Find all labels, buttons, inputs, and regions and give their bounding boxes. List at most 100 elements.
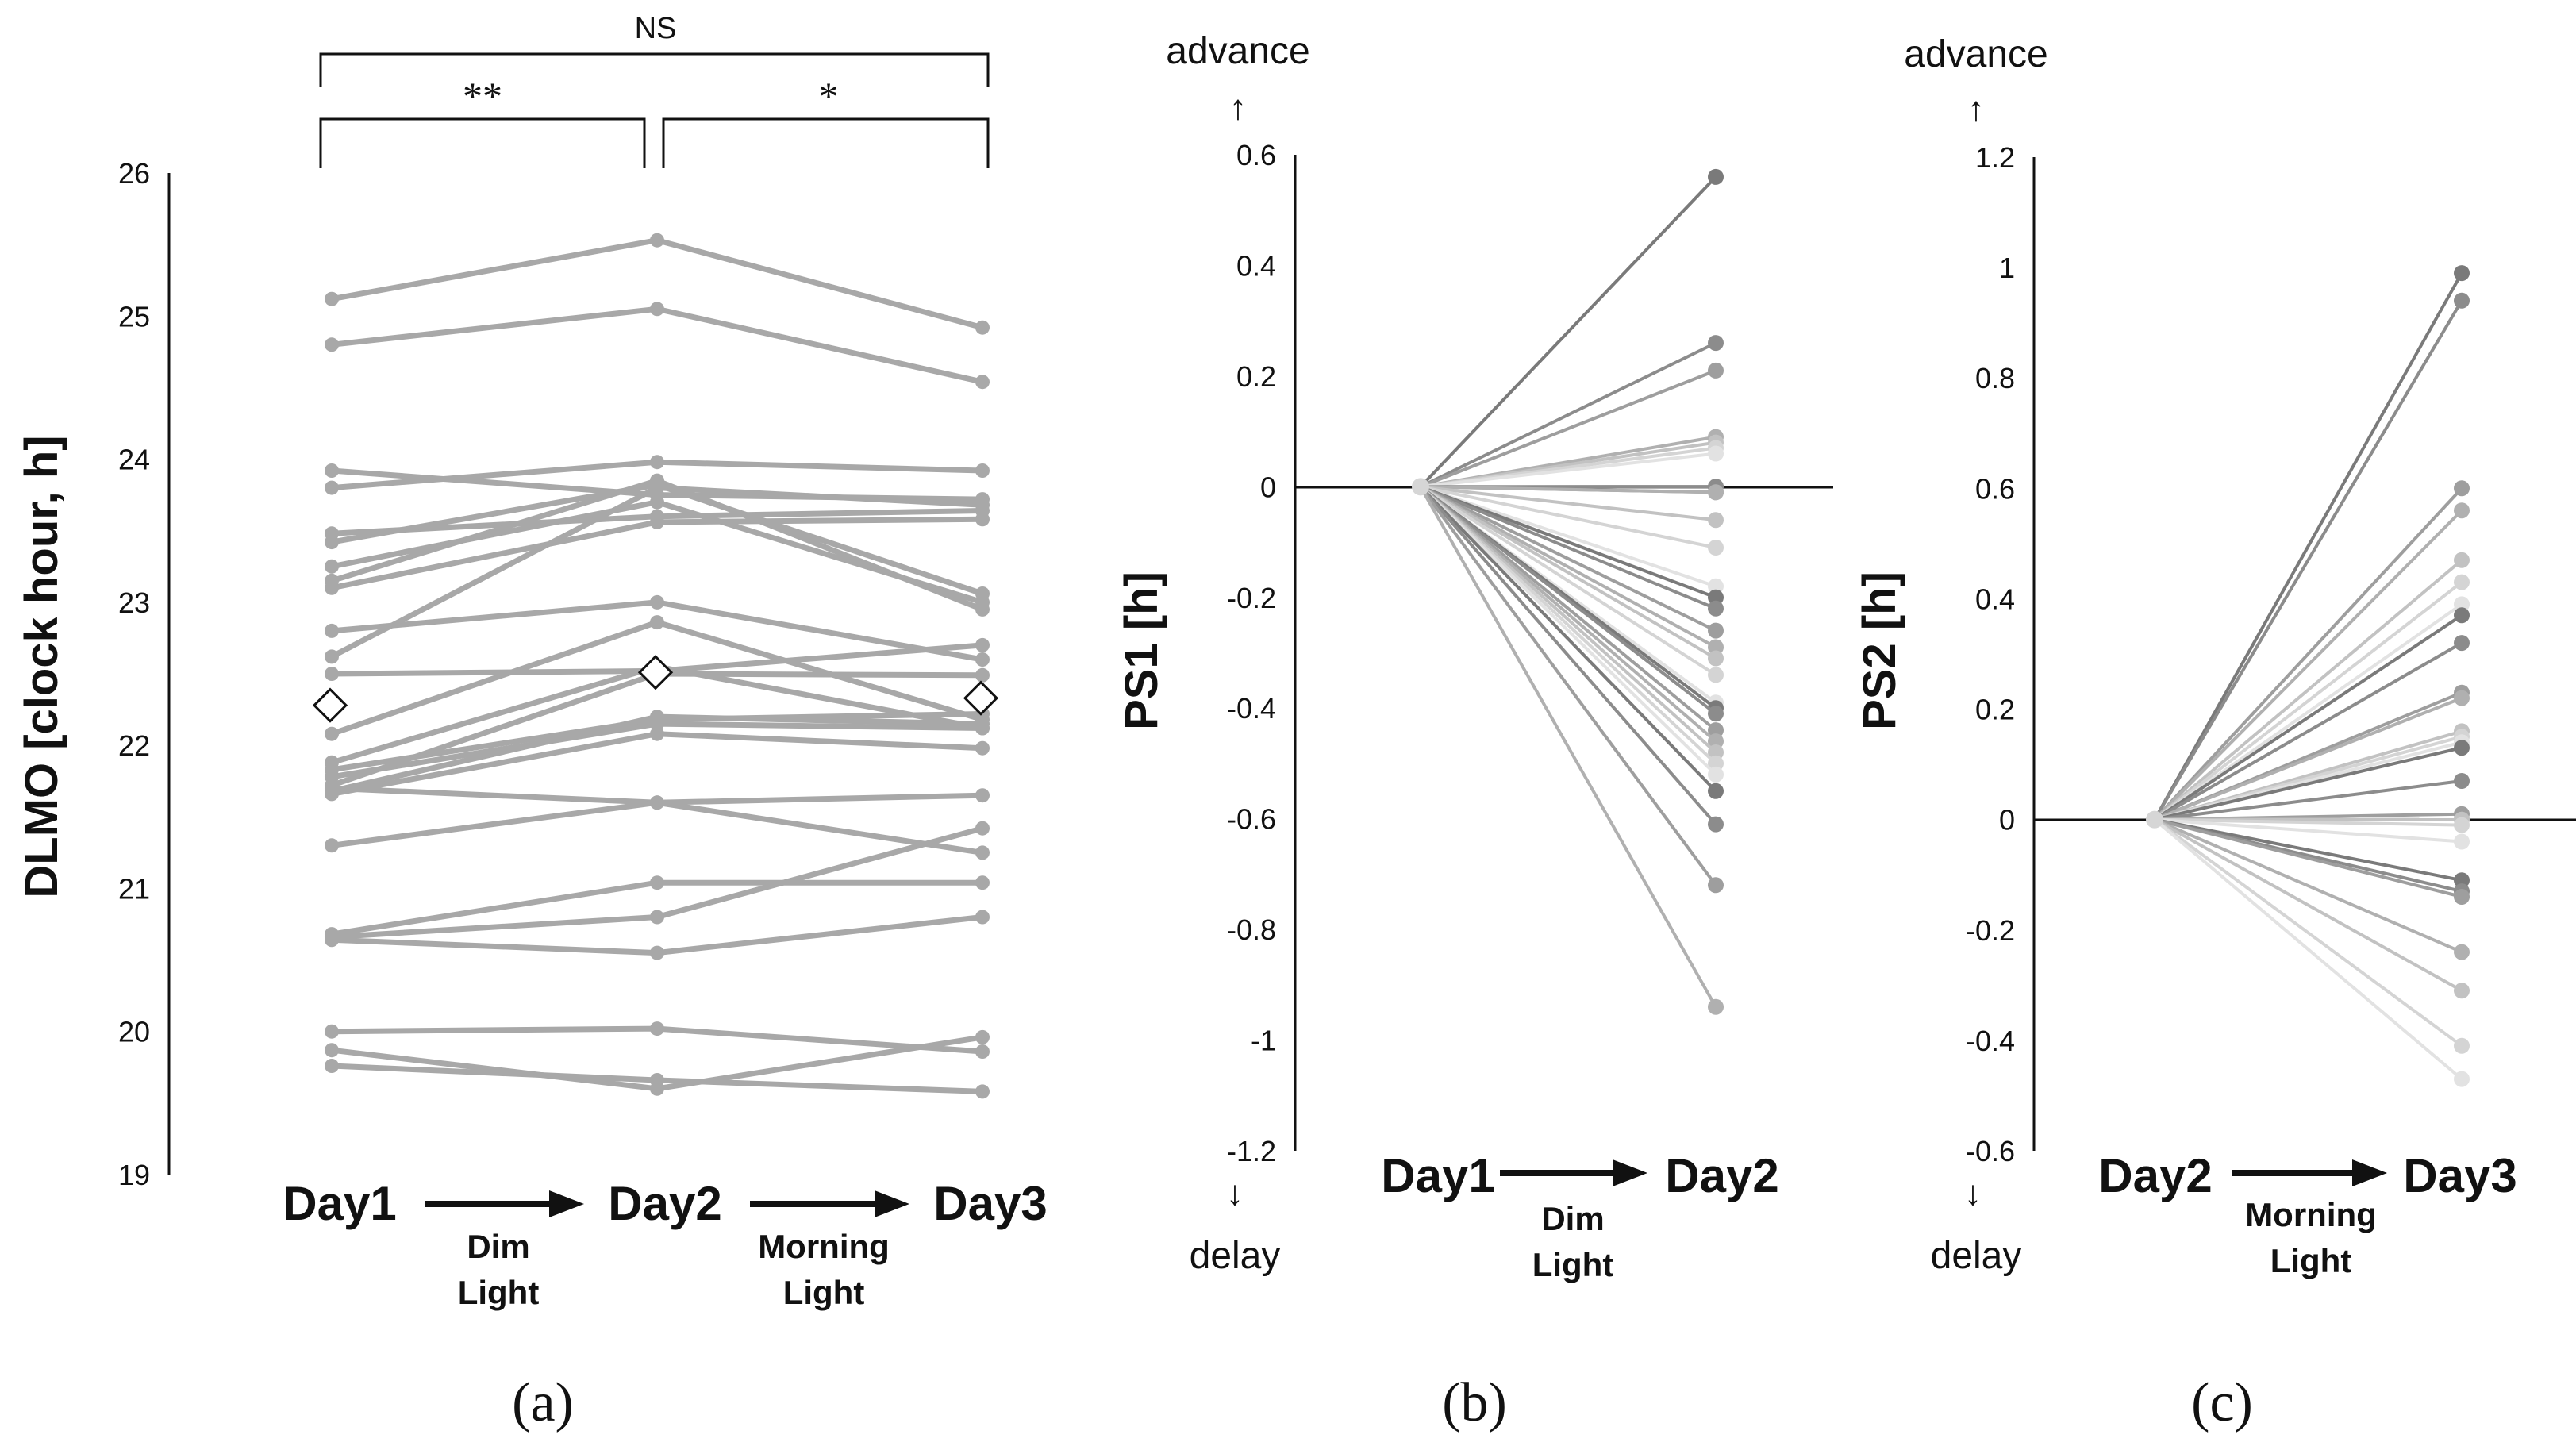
panel-a-data-point <box>325 1059 339 1073</box>
panel-b-subject-line <box>1419 485 1717 715</box>
panel-a-data-point <box>975 498 990 513</box>
panel-b-subject-line <box>1420 485 1717 522</box>
panel-c-subject-line <box>2154 779 2463 821</box>
panel-b-y-tick-label: 0.2 <box>1236 360 1276 393</box>
panel-c-y-ticks: -0.6 -0.4 -0.2 0 0.2 0.4 0.6 0.8 1 1.2 <box>1966 141 2015 1167</box>
panel-b-end-point <box>1708 335 1724 352</box>
panel-b-y-tick-label: 0.4 <box>1236 249 1276 282</box>
bracket-day2-day3 <box>662 117 990 168</box>
panel-c-subject-line <box>2153 272 2463 821</box>
panel-a-data-point <box>325 838 339 853</box>
panel-c-y-tick-label: 0.4 <box>1975 583 2015 615</box>
panel-a-data-point <box>975 1084 990 1099</box>
panel-b-end-point <box>1708 816 1724 833</box>
panel-a-data-point <box>975 821 990 836</box>
panel-a-y-tick-label: 21 <box>118 872 150 905</box>
panel-a-data-point <box>650 795 664 810</box>
panel-b-subject-line <box>1419 175 1717 488</box>
panel-a-data-point <box>325 1043 339 1058</box>
panel-a-significance-brackets <box>319 52 990 168</box>
panel-b-delay-label: delay <box>1190 1235 1281 1277</box>
panel-a-y-tick-label: 25 <box>118 300 150 333</box>
panel-c-y-tick-label: 0.8 <box>1975 362 2015 394</box>
panel-c-y-tick-label: -0.4 <box>1966 1025 2015 1057</box>
panel-b-end-point <box>1708 445 1724 462</box>
panel-b-y-tick-label: 0 <box>1260 471 1276 503</box>
panel-a-data-point <box>650 945 664 960</box>
panel-c-y-axis-label: PS2 [h] <box>1854 571 1905 730</box>
panel-b-y-tick-label: -0.8 <box>1227 913 1276 946</box>
panel-a-subject-line <box>331 306 983 385</box>
panel-b-end-point <box>1708 484 1724 501</box>
panel-c-subject-line <box>2153 818 2463 1081</box>
panel-a-transition-2-line-2: Light <box>783 1274 865 1311</box>
panel-b-subject-line <box>1420 485 1717 549</box>
panel-c-subject-line <box>2154 641 2463 821</box>
panel-c-subject-line <box>2154 817 2463 883</box>
panel-c-end-point <box>2454 983 2470 999</box>
panel-a-data-point <box>975 740 990 756</box>
panel-a-data-point <box>975 375 990 390</box>
panel-a-data-point <box>650 1021 664 1036</box>
panel-a-data-point <box>975 602 990 617</box>
panel-a-data-point <box>650 726 664 741</box>
panel-c-subject-line <box>2153 581 2463 821</box>
panel-b-end-point <box>1708 168 1724 185</box>
panel-a-data-point <box>325 726 339 741</box>
panel-a-data-point <box>650 710 664 725</box>
panel-b-subject-line <box>1419 486 1717 1008</box>
panel-c-end-point <box>2454 607 2470 624</box>
panel-b: -1.2 -1 -0.8 -0.6 -0.4 -0.2 0 0.2 0.4 0.6 PS1 [h]… <box>1116 30 1833 1433</box>
panel-c-subject-line <box>2154 746 2463 821</box>
panel-c-end-point <box>2454 889 2470 905</box>
panel-a-x-label-day3: Day3 <box>933 1177 1047 1230</box>
panel-a-data-point <box>975 845 990 860</box>
panel-b-transition-line-1: Dim <box>1541 1200 1604 1237</box>
panel-c-up-arrow: ↑ <box>1967 90 1985 129</box>
panel-b-y-tick-label: -1 <box>1251 1025 1276 1057</box>
panel-a-data-point <box>650 233 664 248</box>
panel-c-x-label-day2: Day2 <box>2098 1149 2212 1202</box>
panel-c-transition-line-1: Morning <box>2245 1196 2377 1233</box>
panel-b-end-point <box>1708 667 1724 683</box>
panel-a-data-point <box>975 717 990 732</box>
panel-b-subject-line <box>1420 341 1717 489</box>
significance-day2-day3: * <box>819 74 839 118</box>
panel-c-subject-line <box>2154 817 2463 898</box>
panel-a-data-point <box>325 933 339 948</box>
panel-a-mean-markers <box>312 655 999 723</box>
panel-c-y-tick-label: -0.2 <box>1966 914 2015 947</box>
panel-c-subject-line <box>2154 696 2463 821</box>
panel-a-mean-marker <box>312 687 348 723</box>
panel-b-label: (b) <box>1442 1372 1507 1433</box>
panel-b-end-point <box>1708 578 1724 594</box>
panel-c-down-arrow: ↓ <box>1964 1174 1982 1213</box>
panel-c-end-point <box>2454 773 2470 789</box>
panel-b-end-point <box>1708 755 1724 771</box>
panel-b-subject-line <box>1419 485 1717 776</box>
panel-c-end-point <box>2454 740 2470 756</box>
panel-b-end-point <box>1708 622 1724 639</box>
panel-c-end-point <box>2454 1071 2470 1087</box>
panel-b-end-point <box>1708 766 1724 783</box>
panel-a-data-point <box>325 337 339 352</box>
panel-a-individual-lines <box>325 233 990 1099</box>
panel-a-arrowhead-1 <box>549 1190 584 1217</box>
panel-c-x-label-day3: Day3 <box>2403 1149 2516 1202</box>
panel-b-end-point <box>1708 998 1724 1015</box>
panel-b-subject-line <box>1419 485 1717 660</box>
panel-b-x-label-day2: Day2 <box>1665 1149 1778 1202</box>
panel-b-subject-line <box>1420 485 1717 633</box>
panel-b-down-arrow: ↓ <box>1226 1174 1244 1213</box>
panel-b-y-ticks: -1.2 -1 -0.8 -0.6 -0.4 -0.2 0 0.2 0.4 0.6 <box>1227 139 1276 1167</box>
panel-c-subject-line <box>2153 299 2463 821</box>
panel-b-subject-line <box>1420 369 1717 489</box>
panel-c-subject-line <box>2154 817 2463 954</box>
panel-a-data-point <box>325 291 339 306</box>
panel-c-subject-line <box>2154 817 2463 827</box>
panel-c-arrowhead <box>2352 1159 2387 1186</box>
panel-c-subject-line <box>2154 817 2463 993</box>
significance-day1-day2: ** <box>463 74 502 118</box>
panel-c-label: (c) <box>2191 1372 2253 1433</box>
